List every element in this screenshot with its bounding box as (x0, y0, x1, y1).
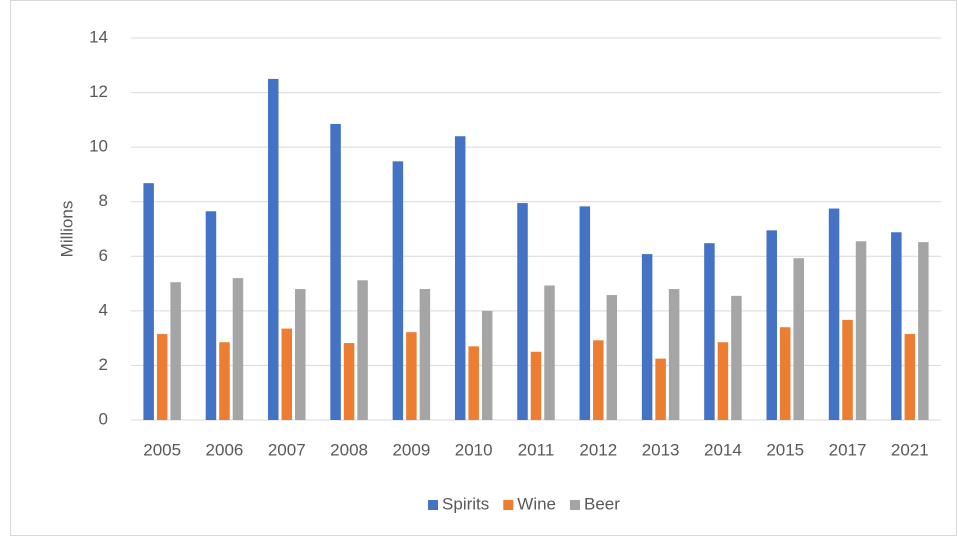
bar (544, 285, 555, 420)
x-tick-label: 2008 (330, 440, 368, 459)
bar (392, 161, 404, 420)
x-tick-label: 2007 (268, 440, 306, 459)
bar (904, 334, 916, 420)
legend-swatch (428, 500, 439, 510)
bar (232, 278, 244, 420)
legend-swatch (503, 500, 514, 510)
bar (219, 342, 230, 420)
bar (170, 282, 181, 420)
bar (606, 295, 618, 420)
bar (655, 358, 666, 420)
bar (641, 254, 653, 420)
bar (918, 242, 929, 420)
legend-label: Beer (584, 494, 620, 513)
bar (468, 346, 479, 420)
x-tick-label: 2013 (642, 440, 680, 459)
bar (406, 332, 417, 420)
bar (828, 208, 840, 420)
bar (593, 340, 604, 420)
bar (343, 343, 355, 420)
bar (855, 241, 867, 420)
legend-label: Spirits (442, 494, 489, 513)
bar (517, 203, 528, 420)
x-tick-label: 2014 (704, 440, 742, 459)
bar (704, 243, 715, 420)
x-tick-label: 2010 (455, 440, 493, 459)
y-tick-label: 12 (89, 82, 108, 101)
bar (779, 327, 791, 420)
legend-label: Wine (517, 494, 556, 513)
bar (481, 310, 493, 420)
bar (268, 78, 279, 420)
bar (143, 183, 154, 420)
x-tick-label: 2015 (766, 440, 804, 459)
x-tick-label: 2012 (579, 440, 617, 459)
y-tick-label: 14 (89, 27, 108, 46)
bar (717, 342, 729, 420)
y-tick-label: 0 (99, 409, 108, 428)
bar (419, 289, 431, 420)
bar (668, 289, 680, 420)
bar (579, 206, 591, 420)
bar (842, 319, 853, 420)
bar (357, 280, 368, 420)
bar (731, 295, 742, 420)
y-tick-label: 4 (99, 300, 108, 319)
x-tick-label: 2006 (206, 440, 244, 459)
x-tick-label: 2009 (392, 440, 430, 459)
y-tick-label: 10 (89, 137, 108, 156)
bar (295, 289, 306, 420)
bar (281, 328, 293, 420)
bar (766, 230, 777, 420)
bar (454, 136, 466, 420)
x-tick-label: 2017 (829, 440, 867, 459)
legend-swatch (570, 500, 581, 510)
x-tick-label: 2011 (518, 440, 555, 459)
bar (330, 123, 341, 420)
bar (793, 258, 804, 420)
y-tick-label: 2 (99, 355, 108, 374)
x-tick-label: 2021 (891, 440, 929, 459)
bar (530, 351, 542, 420)
y-axis-label: Millions (57, 201, 76, 258)
bar (205, 211, 217, 420)
x-tick-label: 2005 (143, 440, 181, 459)
bar (156, 334, 168, 420)
bar (891, 232, 902, 420)
y-tick-label: 6 (99, 246, 108, 265)
y-tick-label: 8 (99, 191, 108, 210)
